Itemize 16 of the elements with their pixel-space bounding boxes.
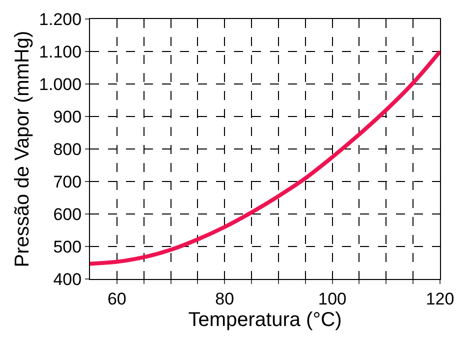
y-tick-label: 900	[53, 107, 82, 126]
y-tick-label: 400	[53, 270, 82, 289]
y-tick-label: 1.200	[39, 10, 82, 29]
y-tick-label: 700	[53, 172, 82, 192]
x-tick-label: 120	[426, 289, 454, 308]
y-tick-label: 600	[53, 204, 82, 224]
y-axis-title: Pressão de Vapor (mmHg)	[12, 30, 34, 268]
x-tick-label: 100	[318, 289, 346, 308]
y-tick-label: 1.000	[39, 74, 82, 94]
y-tick-label: 800	[53, 140, 82, 159]
line-series	[90, 50, 440, 266]
x-tick-label: 60	[107, 289, 126, 308]
x-tick-label: 80	[215, 289, 234, 308]
y-tick-label: 1.100	[39, 42, 82, 62]
y-tick-label: 500	[53, 237, 82, 256]
x-axis-title: Temperatura (°C)	[188, 308, 342, 331]
